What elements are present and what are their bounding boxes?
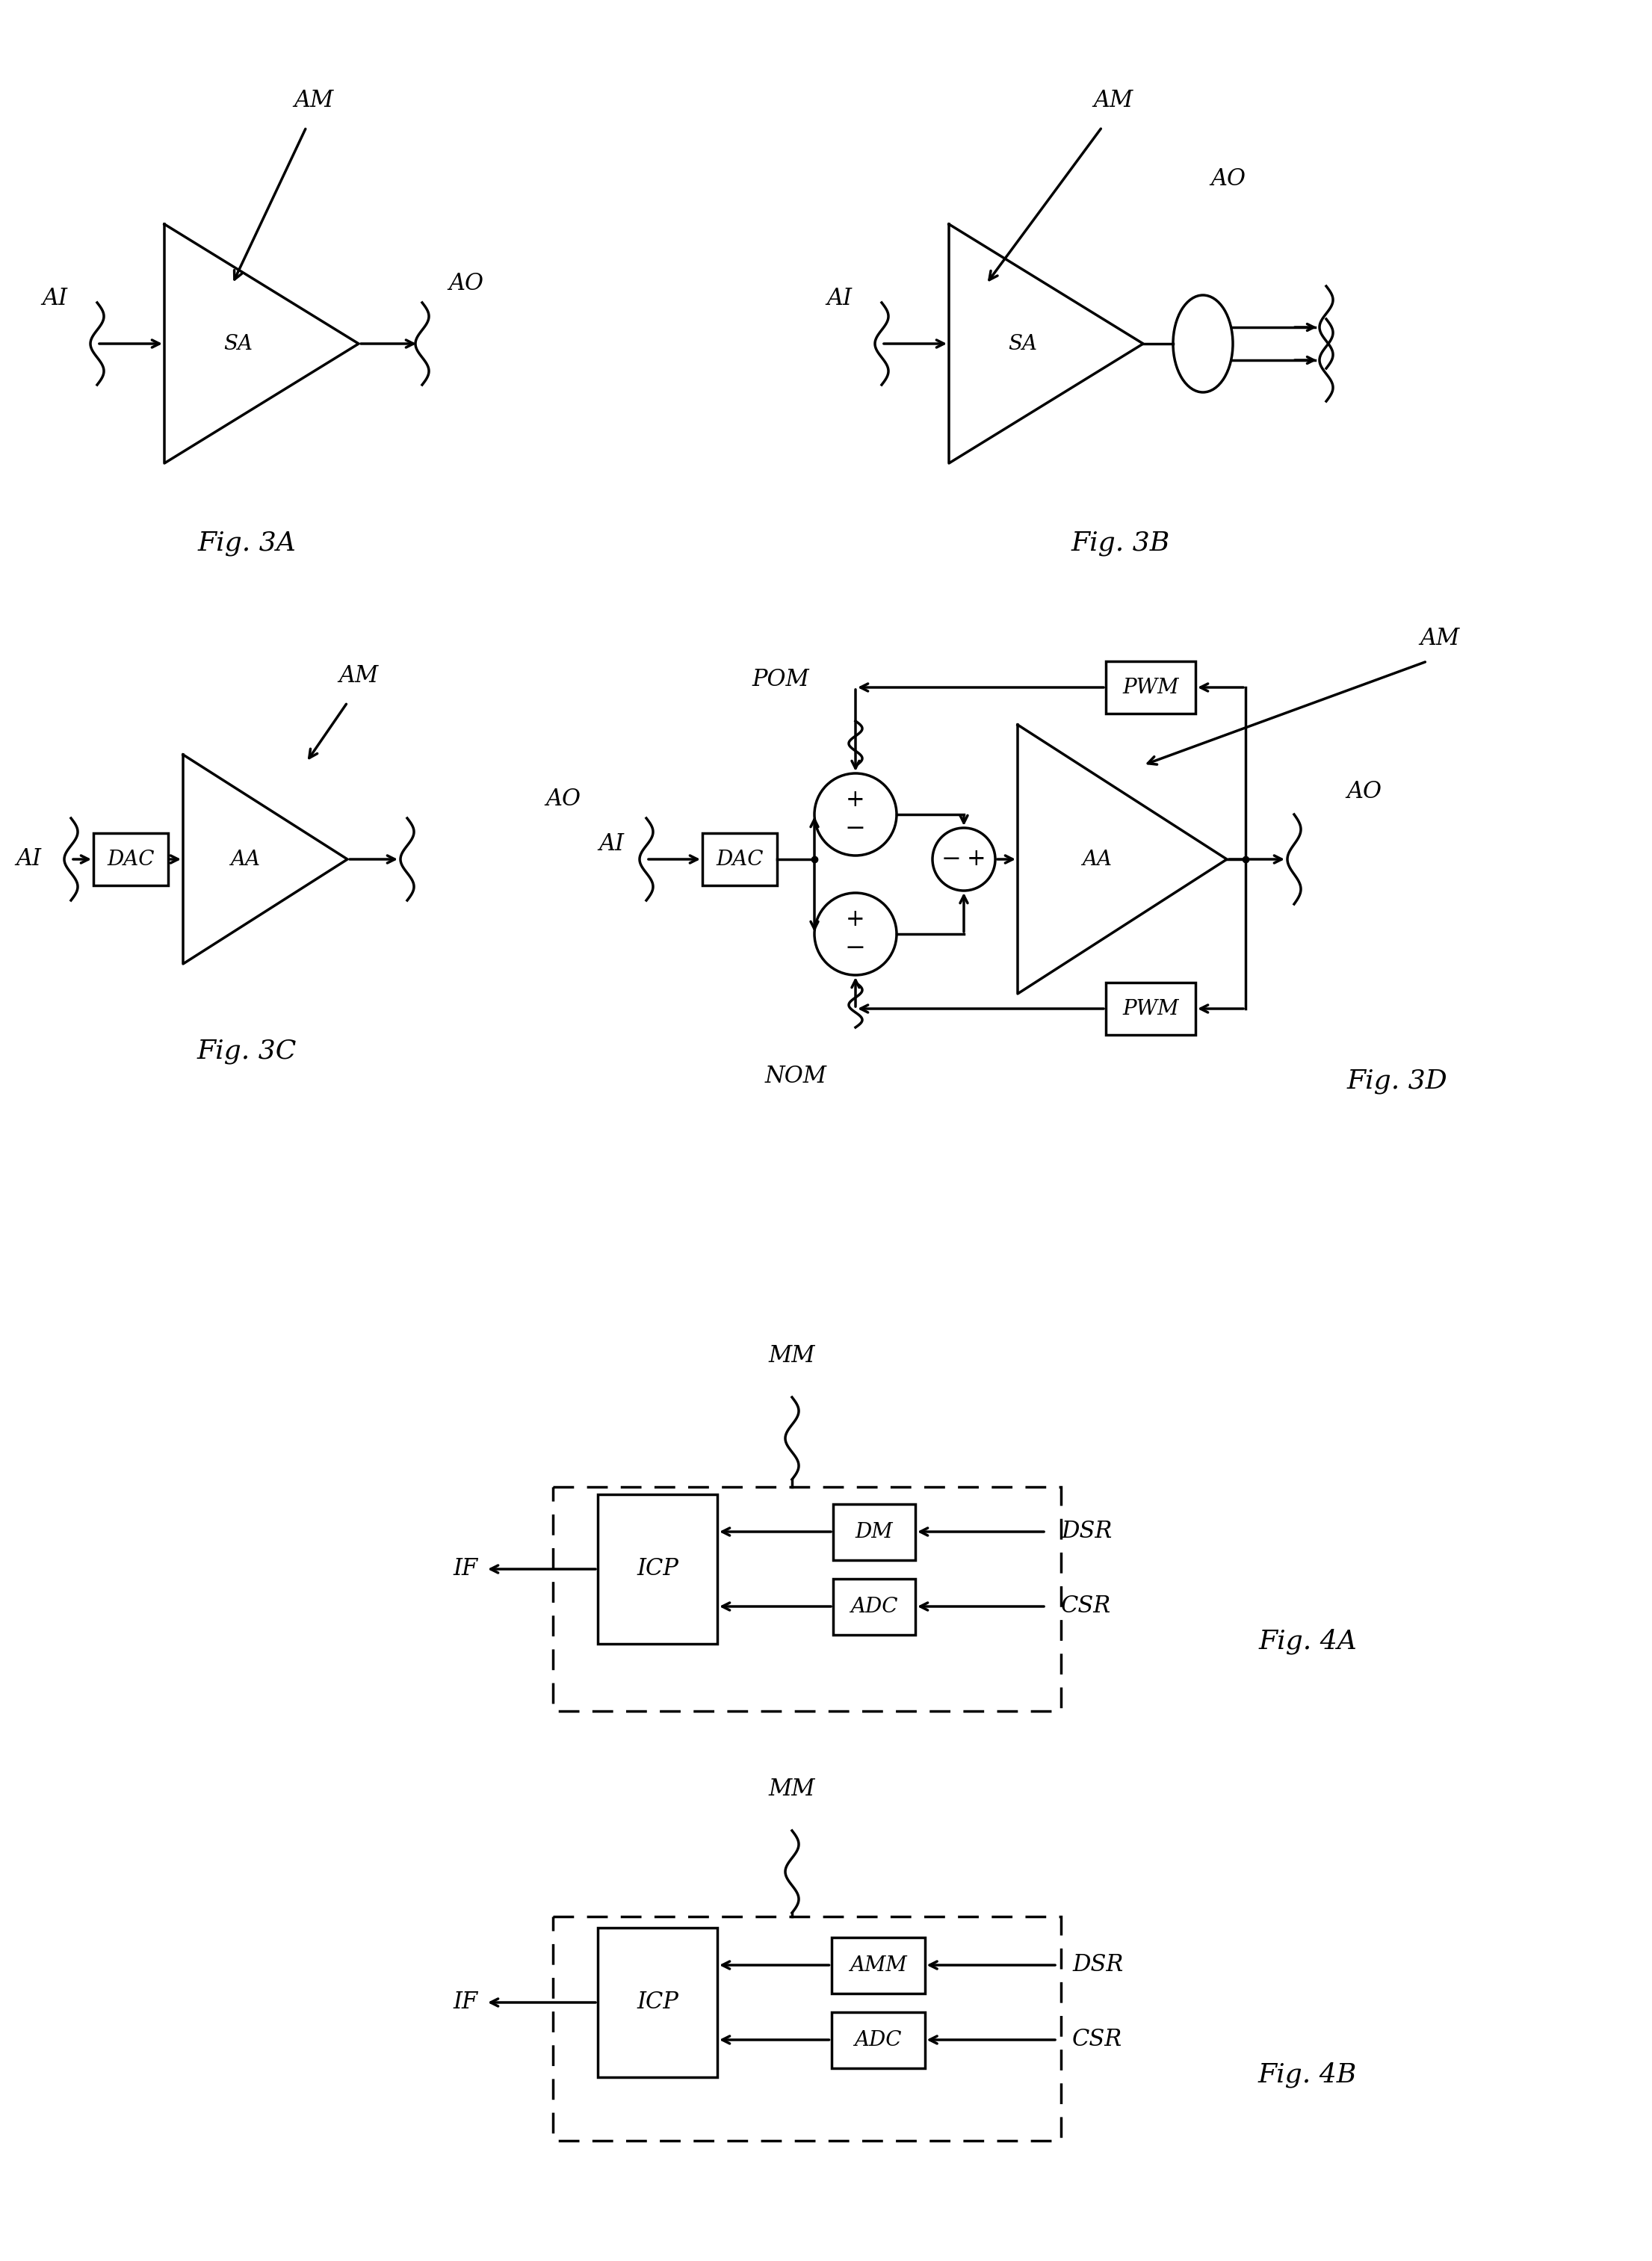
Text: −: − — [846, 936, 866, 961]
Text: POM: POM — [752, 667, 809, 692]
Text: AO: AO — [545, 787, 580, 812]
Text: +: + — [966, 848, 986, 870]
Text: DSR: DSR — [1072, 1954, 1123, 1976]
Bar — [94, 832, 169, 886]
Text: Fig. 3D: Fig. 3D — [1346, 1069, 1447, 1094]
Text: AO: AO — [1211, 167, 1246, 190]
Text: DAC: DAC — [715, 850, 763, 870]
Bar — [553, 1488, 1061, 1712]
Text: AA: AA — [231, 850, 261, 870]
Text: ICP: ICP — [636, 1558, 679, 1580]
Text: AI: AI — [826, 287, 852, 310]
Text: AI: AI — [598, 832, 624, 857]
Text: PWM: PWM — [1122, 999, 1180, 1020]
Text: AM: AM — [1094, 88, 1133, 113]
Text: AO: AO — [1346, 780, 1381, 803]
Text: AM: AM — [294, 88, 334, 113]
Text: AA: AA — [1082, 850, 1112, 870]
Bar — [833, 1578, 915, 1635]
Text: IF: IF — [453, 1558, 477, 1580]
Text: AO: AO — [448, 271, 484, 296]
Text: +: + — [846, 909, 866, 932]
Bar — [833, 1504, 915, 1560]
Bar — [598, 1929, 717, 2078]
Text: AI: AI — [15, 848, 41, 870]
Text: −: − — [942, 848, 961, 870]
Text: AI: AI — [41, 287, 68, 310]
Text: MM: MM — [768, 1777, 816, 1800]
Text: Fig. 3A: Fig. 3A — [197, 531, 296, 556]
Text: MM: MM — [768, 1345, 816, 1368]
Text: +: + — [846, 789, 866, 812]
Text: PWM: PWM — [1122, 678, 1180, 696]
Text: AM: AM — [1419, 626, 1459, 651]
Text: −: − — [846, 816, 866, 841]
Text: ADC: ADC — [851, 1596, 899, 1617]
Text: SA: SA — [1008, 335, 1037, 353]
Text: ICP: ICP — [636, 1992, 679, 2015]
Text: Fig. 3B: Fig. 3B — [1072, 531, 1170, 556]
Bar — [553, 1917, 1061, 2141]
Text: SA: SA — [223, 335, 253, 353]
Bar — [831, 1938, 925, 1994]
Text: DM: DM — [856, 1522, 894, 1542]
Bar — [1105, 984, 1196, 1036]
Bar — [702, 832, 776, 886]
Text: Fig. 4A: Fig. 4A — [1259, 1628, 1356, 1655]
Text: CSR: CSR — [1072, 2028, 1122, 2051]
Text: DSR: DSR — [1061, 1519, 1112, 1544]
Bar — [598, 1495, 717, 1644]
Text: AM: AM — [339, 665, 378, 687]
Bar — [1105, 660, 1196, 714]
Text: IF: IF — [453, 1992, 477, 2015]
Text: AMM: AMM — [849, 1956, 907, 1976]
Text: Fig. 4B: Fig. 4B — [1259, 2062, 1356, 2087]
Text: Fig. 3C: Fig. 3C — [197, 1038, 296, 1065]
Text: DAC: DAC — [107, 850, 155, 870]
Text: CSR: CSR — [1061, 1594, 1112, 1619]
Bar — [831, 2012, 925, 2069]
Text: ADC: ADC — [854, 2030, 902, 2051]
Text: NOM: NOM — [765, 1065, 826, 1088]
